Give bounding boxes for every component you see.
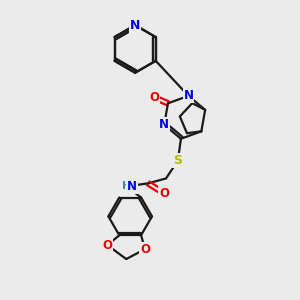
Text: N: N [159, 118, 169, 131]
Text: S: S [173, 154, 182, 167]
Text: O: O [149, 91, 159, 104]
Text: O: O [102, 239, 112, 252]
Text: O: O [159, 187, 169, 200]
Text: N: N [130, 19, 140, 32]
Text: N: N [184, 89, 194, 102]
Text: H: H [122, 181, 131, 191]
Text: N: N [127, 180, 137, 193]
Text: O: O [140, 243, 150, 256]
Text: N: N [130, 19, 140, 32]
